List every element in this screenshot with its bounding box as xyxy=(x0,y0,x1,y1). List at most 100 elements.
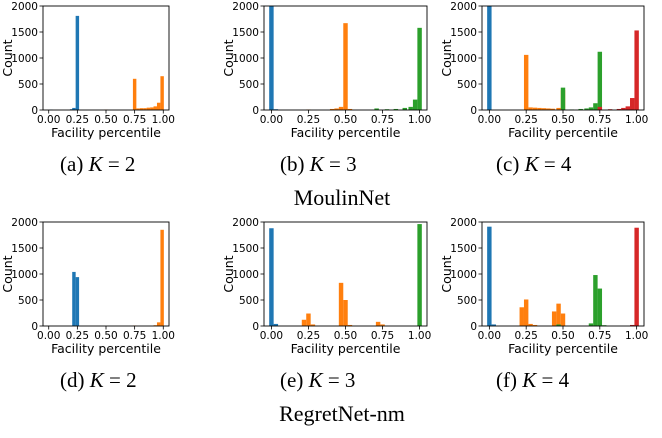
histogram-bar-series-2 xyxy=(154,106,157,110)
caption-e: (e) K = 3 xyxy=(280,368,355,393)
y-tick-label: 1500 xyxy=(450,243,477,255)
plot-frame xyxy=(482,222,644,326)
y-tick-label: 1000 xyxy=(11,53,38,65)
y-tick-label: 1500 xyxy=(232,27,259,39)
y-tick-label: 500 xyxy=(239,79,259,91)
row-title-regretnet-nm: RegretNet-nm xyxy=(279,401,405,427)
y-tick-label: 1000 xyxy=(232,269,259,281)
histogram-bar-series-3 xyxy=(417,28,421,110)
caption-tag: (f) xyxy=(496,368,517,392)
histogram-bar-series-2 xyxy=(556,304,560,326)
histogram-bar-series-2 xyxy=(306,314,310,326)
histogram-bar-series-3 xyxy=(561,88,565,110)
histogram-bar-series-3 xyxy=(413,100,417,110)
y-tick-label: 1500 xyxy=(232,243,259,255)
y-tick-label: 1500 xyxy=(11,243,38,255)
histogram-bar-series-2 xyxy=(157,322,160,326)
x-axis-label: Facility percentile xyxy=(51,341,161,356)
caption-tag: (e) xyxy=(280,368,303,392)
caption-tag: (c) xyxy=(496,152,519,176)
y-tick-label: 0 xyxy=(252,321,259,333)
caption-tag: (b) xyxy=(280,152,305,176)
caption-variable: K xyxy=(309,368,323,392)
y-axis-label: Count xyxy=(221,255,236,292)
y-axis-label: Count xyxy=(439,39,454,76)
caption-equation: = 2 xyxy=(103,152,136,176)
histogram-bar-series-4 xyxy=(630,98,634,110)
y-tick-label: 500 xyxy=(239,295,259,307)
caption-a: (a) K = 2 xyxy=(60,152,135,177)
histogram-bar-series-2 xyxy=(160,76,163,110)
y-tick-label: 1000 xyxy=(450,53,477,65)
histogram-bar-series-3 xyxy=(598,289,602,326)
histogram-bar-series-4 xyxy=(598,107,602,110)
histogram-bar-series-1 xyxy=(487,6,491,110)
y-tick-label: 2000 xyxy=(11,1,38,13)
caption-c: (c) K = 4 xyxy=(496,152,571,177)
x-tick-label: 0.00 xyxy=(478,330,501,342)
histogram-bar-series-2 xyxy=(552,311,556,326)
histogram-bar-series-2 xyxy=(376,322,380,326)
x-axis-label: Facility percentile xyxy=(291,341,401,356)
y-tick-label: 1000 xyxy=(232,53,259,65)
y-axis-label: Count xyxy=(0,39,15,76)
y-axis-label: Count xyxy=(439,255,454,292)
caption-equation: = 3 xyxy=(323,368,356,392)
histogram-bar-series-1 xyxy=(269,228,273,326)
caption-equation: = 4 xyxy=(536,368,569,392)
caption-equation: = 2 xyxy=(104,368,137,392)
histogram-bar-series-2 xyxy=(339,283,343,326)
histogram-bar-series-1 xyxy=(76,16,79,110)
y-tick-label: 500 xyxy=(457,79,477,91)
x-tick-label: 1.00 xyxy=(408,114,431,126)
y-axis-label: Count xyxy=(221,39,236,76)
histogram-bar-series-3 xyxy=(593,275,597,326)
histogram-bar-series-3 xyxy=(417,224,421,326)
histogram-bar-series-2 xyxy=(561,314,565,326)
y-tick-label: 500 xyxy=(18,295,38,307)
x-axis-label: Facility percentile xyxy=(508,341,618,356)
x-tick-label: 0.00 xyxy=(478,114,501,126)
y-tick-label: 1000 xyxy=(450,269,477,281)
caption-equation: = 4 xyxy=(539,152,572,176)
y-tick-label: 2000 xyxy=(232,217,259,229)
histogram-bar-series-3 xyxy=(408,107,412,110)
histogram-bar-series-2 xyxy=(157,103,160,110)
y-tick-label: 1500 xyxy=(11,27,38,39)
histogram-bar-series-3 xyxy=(593,103,597,110)
caption-tag: (a) xyxy=(60,152,83,176)
caption-variable: K xyxy=(522,368,536,392)
y-tick-label: 500 xyxy=(18,79,38,91)
histogram-bar-series-1 xyxy=(72,272,75,326)
histogram-bar-series-4 xyxy=(634,30,638,110)
histogram-bar-series-3 xyxy=(598,52,602,110)
y-tick-label: 500 xyxy=(457,295,477,307)
y-tick-label: 2000 xyxy=(232,1,259,13)
y-tick-label: 1500 xyxy=(450,27,477,39)
y-tick-label: 0 xyxy=(470,321,477,333)
y-tick-label: 0 xyxy=(252,105,259,117)
y-tick-label: 0 xyxy=(31,321,38,333)
row-title-moulinnet: MoulinNet xyxy=(294,185,391,211)
y-tick-label: 2000 xyxy=(11,217,38,229)
y-tick-label: 0 xyxy=(470,105,477,117)
x-tick-label: 1.00 xyxy=(625,330,648,342)
histogram-bar-series-1 xyxy=(269,6,273,110)
y-tick-label: 0 xyxy=(31,105,38,117)
caption-variable: K xyxy=(525,152,539,176)
histogram-bar-series-1 xyxy=(76,277,79,326)
y-tick-label: 1000 xyxy=(11,269,38,281)
plot-frame xyxy=(43,6,169,110)
histogram-bar-series-2 xyxy=(343,300,347,326)
caption-b: (b) K = 3 xyxy=(280,152,357,177)
histogram-bar-series-2 xyxy=(133,79,136,110)
histogram-bar-series-4 xyxy=(626,106,630,110)
y-axis-label: Count xyxy=(0,255,15,292)
